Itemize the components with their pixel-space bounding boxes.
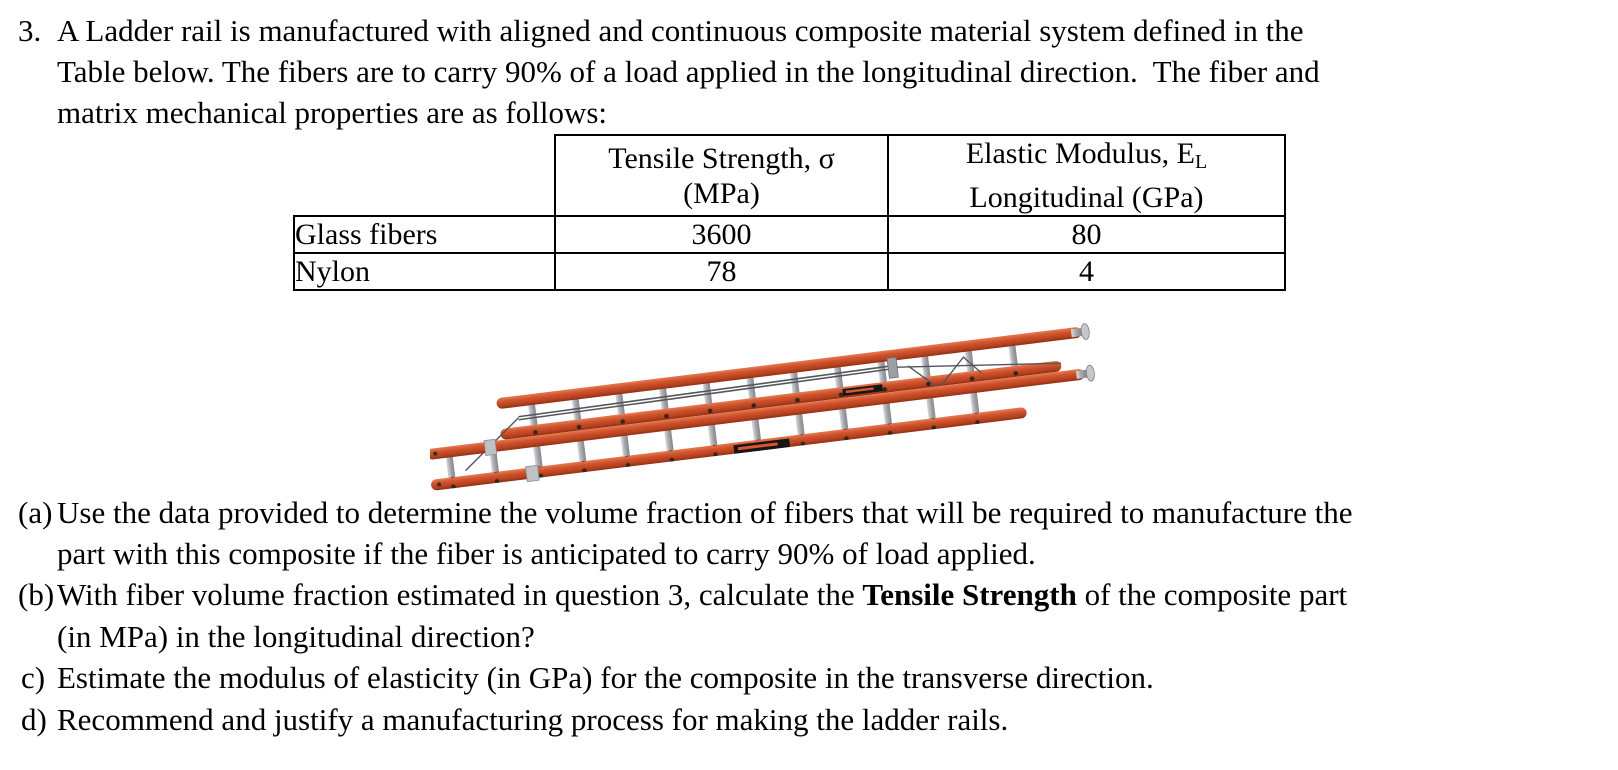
question-a-line-2: part with this composite if the fiber is… (57, 536, 1036, 571)
cell-tensile-value: 3600 (554, 215, 889, 254)
problem-number: 3. (18, 13, 42, 48)
question-a-marker: (a) (18, 495, 53, 530)
materials-table: Tensile Strength, σ (MPa) Elastic Modulu… (293, 134, 1286, 291)
header-elastic-modulus: Elastic Modulus, EL Longitudinal (GPa) (887, 134, 1286, 217)
question-a-line-1: (a) Use the data provided to determine t… (0, 492, 1618, 533)
cell-material-name: Glass fibers (293, 215, 556, 254)
cell-tensile-value: 78 (554, 252, 889, 291)
question-b-line-2: (in MPa) in the longitudinal direction? (57, 619, 535, 654)
question-d-line: d) Recommend and justify a manufacturing… (0, 699, 1618, 740)
table-row-glass-fibers: Glass fibers 3600 80 (293, 215, 1286, 254)
cell-modulus-value: 4 (887, 252, 1286, 291)
question-c-marker: c) (21, 660, 46, 695)
question-b-marker: (b) (18, 577, 55, 612)
question-c-line: c) Estimate the modulus of elasticity (i… (0, 657, 1618, 698)
cell-modulus-value: 80 (887, 215, 1286, 254)
cell-material-name: Nylon (293, 252, 556, 291)
problem-line-1: 3. A Ladder rail is manufactured with al… (0, 10, 1618, 51)
header-tensile-strength: Tensile Strength, σ (MPa) (554, 134, 889, 217)
question-b-line-1: (b) With fiber volume fraction estimated… (0, 574, 1618, 615)
question-d-marker: d) (21, 702, 47, 737)
problem-text: A Ladder rail is manufactured with align… (57, 13, 1304, 48)
ladder-image (427, 312, 1110, 512)
bold-tensile-strength: Tensile Strength (862, 577, 1077, 612)
ladder-graphic (427, 323, 1095, 491)
table-row-nylon: Nylon 78 4 (293, 252, 1286, 291)
problem-line-2: Table below. The fibers are to carry 90%… (57, 54, 1320, 89)
problem-line-3: matrix mechanical properties are as foll… (57, 95, 608, 130)
header-empty-cell (294, 135, 555, 216)
table-header-row: Tensile Strength, σ (MPa) Elastic Modulu… (294, 134, 1286, 217)
